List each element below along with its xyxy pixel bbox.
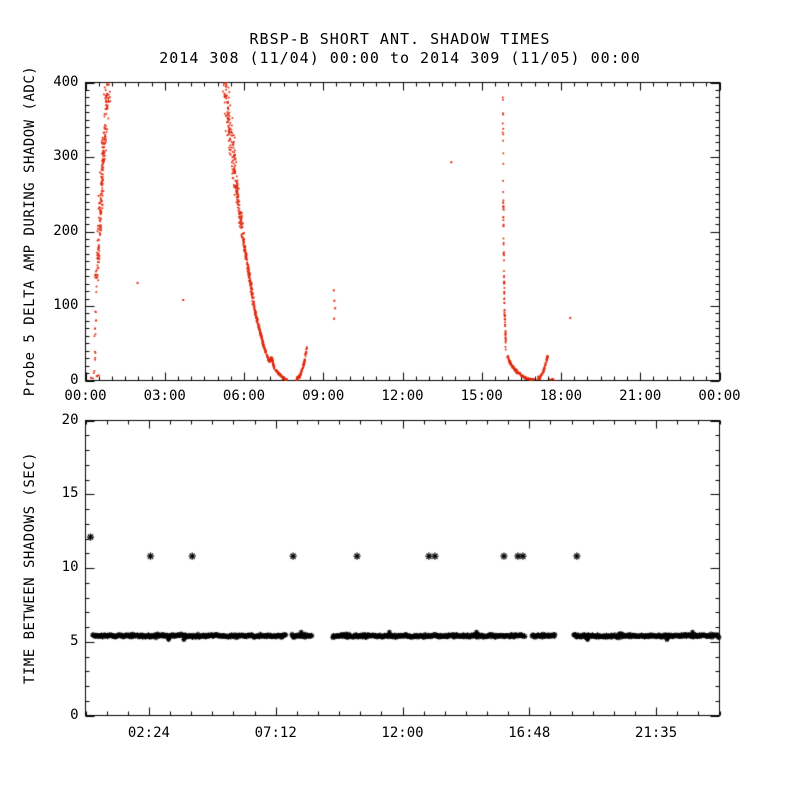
- top-y-tick-label: 0: [70, 371, 79, 388]
- bottom-y-tick-label: 0: [70, 706, 79, 723]
- chart-title: RBSP-B SHORT ANT. SHADOW TIMES: [249, 30, 551, 48]
- bottom-y-tick-label: 15: [61, 485, 79, 502]
- top-x-tick-label: 00:00: [64, 388, 107, 404]
- bottom-x-tick-label: 02:24: [127, 725, 170, 741]
- top-x-tick-label: 21:00: [619, 388, 662, 404]
- top-panel-y-axis-title: Probe 5 DELTA AMP DURING SHADOW (ADC): [22, 65, 38, 397]
- top-x-tick-label: 18:00: [539, 388, 583, 404]
- top-x-tick-label: 06:00: [222, 388, 266, 404]
- top-x-tick-label: 03:00: [143, 388, 186, 404]
- top-x-tick-label: 12:00: [381, 388, 424, 404]
- top-x-tick-label: 00:00: [698, 388, 741, 404]
- top-y-tick-label: 300: [53, 148, 79, 164]
- bottom-y-tick-label: 10: [61, 559, 79, 575]
- bottom-x-tick-label: 07:12: [254, 725, 297, 741]
- bottom-x-tick-label: 21:35: [635, 725, 678, 741]
- bottom-x-tick-label: 16:48: [508, 725, 551, 741]
- chart-subtitle: 2014 308 (11/04) 00:00 to 2014 309 (11/0…: [159, 49, 641, 67]
- bottom-y-tick-label: 5: [70, 632, 79, 649]
- top-y-tick-label: 400: [53, 73, 79, 90]
- top-y-tick-label: 100: [53, 297, 79, 313]
- top-y-tick-label: 200: [53, 222, 79, 239]
- top-x-tick-label: 15:00: [460, 388, 503, 404]
- top-x-tick-label: 09:00: [302, 388, 345, 404]
- bottom-x-tick-label: 12:00: [381, 725, 424, 741]
- bottom-y-tick-label: 20: [61, 411, 79, 428]
- bottom-panel-y-axis-title: TIME BETWEEN SHADOWS (SEC): [22, 451, 38, 685]
